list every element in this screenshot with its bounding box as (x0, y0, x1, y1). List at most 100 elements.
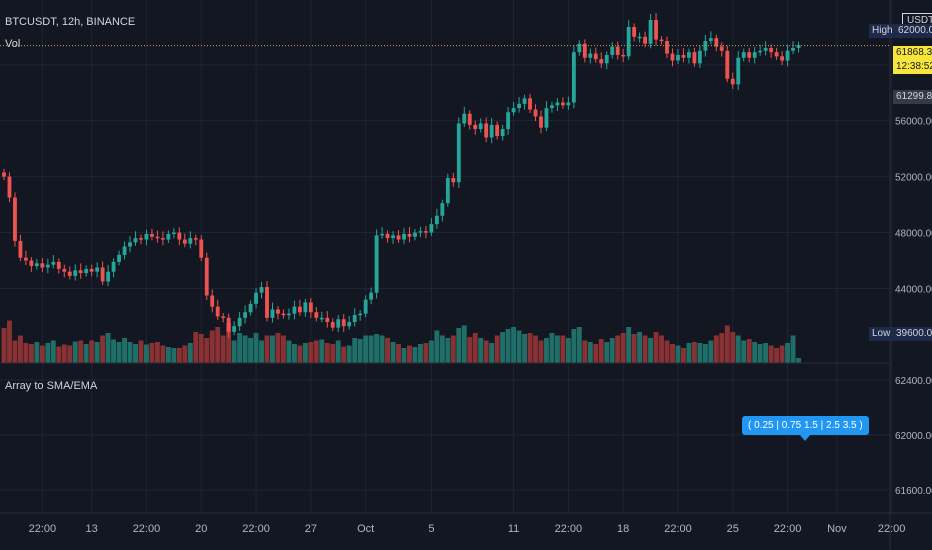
time-tick-label: 27 (305, 523, 317, 535)
volume-bar (242, 335, 248, 363)
volume-bar (494, 335, 500, 363)
volume-bar (396, 344, 401, 363)
candle-body (643, 36, 648, 44)
candle-body (610, 46, 615, 55)
volume-bar (34, 342, 40, 363)
volume-bar (752, 342, 758, 363)
volume-bar (144, 344, 149, 363)
volume-bar (204, 338, 210, 363)
time-scale[interactable]: 22:00 13 22:00 20 22:00 27 Oct 5 11 22:00 18 22:00 2… (29, 523, 932, 535)
crosshair-price-badge: 61299.80 (893, 90, 932, 104)
time-tick-label: 5 (428, 523, 434, 535)
indicator-tick-label: 62000.00 (895, 431, 932, 442)
volume-bar (171, 348, 177, 363)
candle-body (182, 239, 187, 244)
candle-body (550, 105, 554, 109)
candle-body (402, 233, 406, 240)
volume-bar (434, 330, 440, 363)
volume-bar (237, 333, 243, 363)
volume-bar (768, 345, 774, 363)
price-tick-label: 52000.00 (895, 173, 932, 184)
candle-body (29, 260, 34, 267)
candle-body (434, 215, 439, 225)
candle-body (560, 102, 565, 106)
candle-body (528, 98, 532, 110)
volume-bar (17, 335, 23, 363)
candle-body (413, 232, 417, 237)
candle-body (599, 59, 604, 64)
last-price-badge: 61868.39 (893, 46, 932, 60)
volume-legend[interactable]: Vol (5, 38, 21, 50)
volume-bar (385, 338, 391, 363)
array-tooltip: ( 0.25 | 0.75 1.5 | 2.5 3.5 ) (742, 416, 869, 441)
indicator-legend[interactable]: Array to SMA/EMA (5, 380, 98, 392)
time-tick-label: 22:00 (242, 523, 270, 535)
candle-body (785, 50, 790, 61)
candle-body (489, 124, 494, 138)
candle-body (648, 20, 653, 44)
volume-bar (182, 345, 188, 363)
candle-body (40, 263, 45, 268)
price-tick-label: 48000.00 (895, 229, 932, 240)
low-label-badge: Low (869, 327, 894, 341)
candle-body (193, 238, 198, 240)
volume-bar (653, 332, 659, 363)
candle-body (341, 319, 346, 327)
time-tick-label: 22:00 (29, 523, 57, 535)
candle-body (56, 261, 61, 269)
volume-bar (604, 342, 610, 363)
candle-body (254, 292, 258, 304)
candle-body (243, 312, 248, 318)
volume-bar (390, 342, 396, 363)
volume-bar (544, 338, 549, 363)
volume-bar (281, 335, 286, 363)
volume-bar (533, 335, 538, 363)
volume-bar (467, 337, 473, 363)
time-tick-label: 22:00 (774, 523, 802, 535)
candle-body (67, 271, 72, 276)
candle-body (287, 313, 291, 316)
candle-body (100, 267, 105, 282)
candle-body (358, 313, 363, 316)
volume-bar (691, 342, 697, 363)
candle-body (89, 268, 94, 272)
volume-bar (220, 335, 226, 363)
volume-bar (275, 333, 281, 363)
candle-body (139, 238, 143, 240)
candle-body (204, 257, 209, 296)
time-tick-label: 25 (727, 523, 739, 535)
volume-bar (702, 344, 708, 363)
candle-body (215, 306, 220, 317)
volume-bar (330, 344, 336, 363)
candle-body (352, 315, 357, 323)
volume-bar (472, 333, 478, 363)
candle-body (380, 233, 384, 236)
candle-body (582, 43, 587, 58)
volume-bar (686, 343, 692, 363)
volume-bar (554, 335, 560, 363)
volume-bar (165, 347, 171, 363)
volume-bar (407, 345, 412, 363)
volume-bar (346, 345, 352, 363)
volume-bar (286, 340, 292, 363)
candle-body (232, 326, 237, 332)
candle-body (7, 176, 12, 198)
volume-bar (122, 338, 127, 363)
volume-bar (735, 335, 741, 363)
candle-body (725, 50, 730, 79)
candle-body (445, 178, 450, 204)
candle-body (796, 45, 801, 48)
candle-body (265, 287, 269, 318)
time-tick-label: 11 (508, 523, 519, 535)
indicator-price-scale[interactable]: 61600.00 62000.00 62400.00 (895, 376, 932, 497)
symbol-legend[interactable]: BTCUSDT, 12h, BINANCE (5, 16, 136, 28)
candle-body (84, 268, 89, 274)
candle-body (336, 319, 341, 328)
volume-bar (302, 343, 308, 363)
volume-bar (72, 341, 78, 363)
candle-body (758, 50, 763, 53)
volume-bar (401, 348, 407, 363)
candle-body (160, 238, 165, 240)
volume-bar (248, 338, 254, 363)
